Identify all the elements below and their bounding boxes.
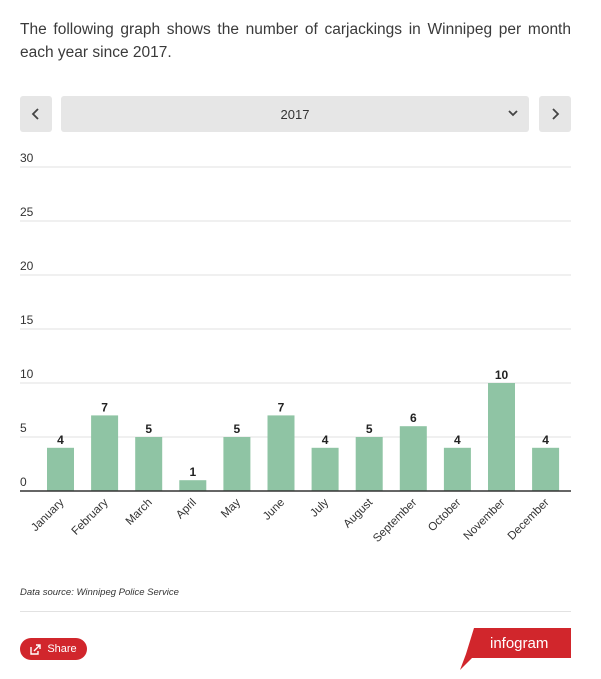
bar — [223, 437, 251, 491]
data-label: 7 — [101, 400, 108, 414]
data-label: 7 — [278, 400, 285, 414]
x-tick-label: May — [219, 496, 243, 520]
data-label: 4 — [322, 433, 329, 447]
data-label: 5 — [366, 422, 373, 436]
x-tick-label: February — [70, 496, 111, 537]
share-icon — [30, 643, 42, 655]
year-dropdown[interactable]: 2017 — [61, 96, 529, 132]
x-tick-label: August — [342, 496, 376, 530]
y-tick-label: 25 — [20, 205, 34, 219]
x-tick-label: September — [371, 497, 419, 545]
data-source: Data source: Winnipeg Police Service — [20, 587, 179, 598]
share-label: Share — [47, 643, 77, 655]
data-label: 4 — [542, 433, 549, 447]
bar — [443, 447, 471, 491]
bar — [267, 415, 295, 491]
prev-year-button[interactable] — [20, 96, 52, 132]
data-label: 1 — [189, 465, 196, 479]
divider — [20, 611, 571, 612]
year-selector: 2017 — [20, 96, 571, 132]
selected-year: 2017 — [280, 106, 310, 122]
x-tick-label: October — [426, 497, 464, 535]
bar — [135, 437, 163, 491]
next-year-button[interactable] — [539, 96, 571, 132]
data-label: 5 — [234, 422, 241, 436]
bar — [47, 447, 74, 491]
x-tick-label: April — [174, 497, 199, 522]
y-tick-label: 0 — [20, 475, 27, 489]
y-tick-label: 20 — [20, 259, 34, 273]
bar — [532, 447, 560, 491]
chevron-right-icon — [552, 108, 560, 120]
bar — [91, 415, 119, 491]
y-tick-label: 15 — [20, 313, 34, 327]
x-tick-label: November — [462, 497, 508, 543]
share-button[interactable]: Share — [20, 638, 87, 660]
bar — [355, 437, 383, 491]
x-tick-label: December — [506, 497, 552, 543]
data-label: 4 — [454, 433, 461, 447]
x-tick-label: July — [308, 496, 331, 519]
intro-text: The following graph shows the number of … — [20, 21, 571, 61]
bar-chart: 0 5 10 15 20 25 30 4 January 7 February 5 March 1 Apri… — [20, 151, 571, 545]
bar — [488, 383, 515, 491]
infogram-logo[interactable]: infogram — [460, 628, 571, 670]
logo-text: infogram — [490, 635, 548, 652]
x-tick-label: March — [124, 497, 155, 528]
chevron-left-icon — [31, 108, 39, 120]
x-tick-label: January — [29, 496, 67, 534]
chevron-down-icon — [508, 110, 518, 117]
bar — [179, 480, 207, 491]
y-tick-label: 30 — [20, 151, 34, 165]
x-tick-label: June — [261, 497, 287, 523]
y-tick-label: 5 — [20, 421, 27, 435]
data-label: 4 — [57, 433, 64, 447]
bar — [399, 426, 427, 491]
data-label: 5 — [145, 422, 152, 436]
y-tick-label: 10 — [20, 367, 34, 381]
bar — [311, 447, 339, 491]
data-label: 6 — [410, 411, 417, 425]
data-label: 10 — [495, 368, 509, 382]
